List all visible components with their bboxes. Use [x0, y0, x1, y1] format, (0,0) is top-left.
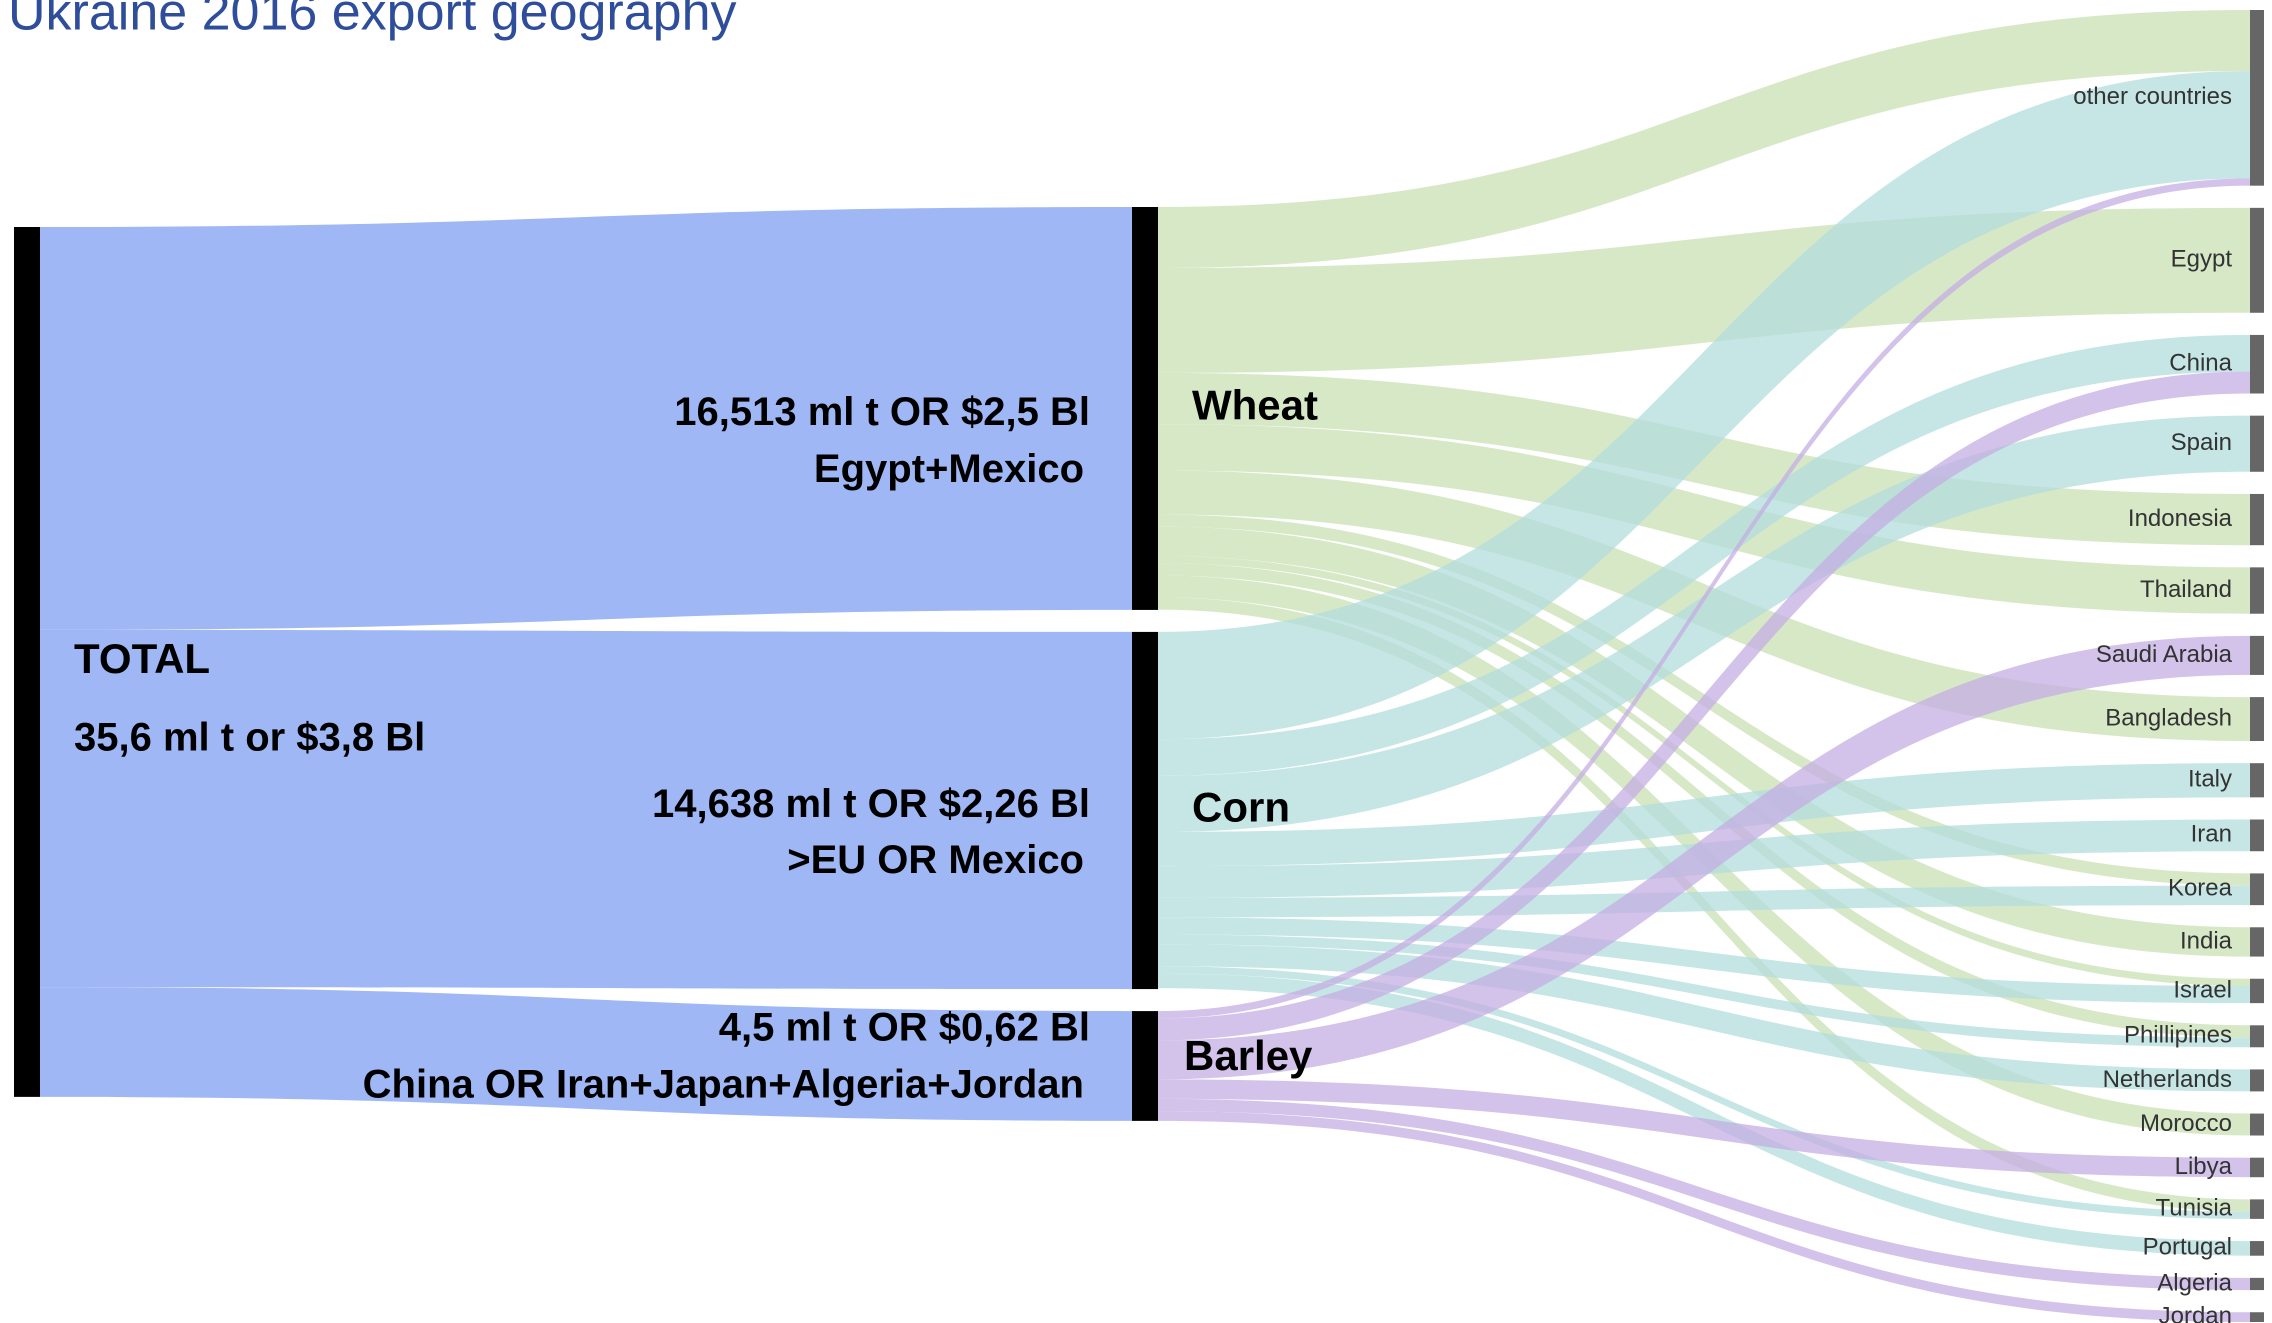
links	[40, 10, 2250, 1322]
node-note: 4,5 ml t OR $0,62 Bl	[719, 1006, 1090, 1050]
node	[1132, 207, 1158, 610]
node	[2250, 493, 2264, 546]
node	[2250, 1157, 2264, 1178]
node-label: Egypt	[2171, 246, 2233, 273]
flow	[1158, 966, 2250, 1219]
node	[2250, 1277, 2264, 1291]
node-label: other countries	[2073, 83, 2232, 110]
node-label: Algeria	[2157, 1269, 2232, 1296]
node-label: Libya	[2175, 1153, 2233, 1180]
node	[2250, 567, 2264, 614]
node-note: >EU OR Mexico	[787, 838, 1084, 882]
node-label: China	[2169, 350, 2232, 377]
flow	[1158, 334, 2250, 776]
node	[2250, 1199, 2264, 1219]
node-label: Saudi Arabia	[2096, 641, 2233, 668]
flow	[40, 987, 1132, 1121]
flow	[1158, 1079, 2250, 1178]
node-label: Bangladesh	[2105, 704, 2232, 731]
node	[2250, 1069, 2264, 1092]
node	[2250, 697, 2264, 742]
flow	[1158, 178, 2250, 1019]
flow	[1158, 1098, 2250, 1291]
flow	[1158, 207, 2250, 373]
node-label: Phillipines	[2124, 1022, 2232, 1049]
node-label: Corn	[1192, 784, 1290, 831]
flow	[1158, 635, 2250, 1080]
node-label: Italy	[2188, 766, 2232, 793]
node-label: Barley	[1184, 1032, 1313, 1079]
node-note: 35,6 ml t or $3,8 Bl	[74, 716, 425, 760]
node	[14, 227, 40, 1097]
node-note: Egypt+Mexico	[814, 447, 1084, 491]
node	[2250, 819, 2264, 852]
node-label: Tunisia	[2156, 1194, 2233, 1221]
node	[2250, 1241, 2264, 1256]
node	[2250, 635, 2264, 675]
node-label: Spain	[2171, 429, 2232, 456]
flow	[40, 207, 1132, 630]
node	[2250, 1025, 2264, 1048]
node-label: Iran	[2191, 821, 2232, 848]
flow	[1158, 526, 2250, 957]
node	[2250, 978, 2264, 1004]
flow	[1158, 885, 2250, 918]
node	[2250, 415, 2264, 472]
flow	[1158, 415, 2250, 832]
flow	[1158, 934, 2250, 1048]
flow	[1158, 763, 2250, 867]
node	[2250, 334, 2264, 394]
node-note: China OR Iran+Japan+Algeria+Jordan	[363, 1063, 1084, 1107]
node-label: TOTAL	[74, 635, 210, 682]
node-label: Jordan	[2159, 1302, 2232, 1323]
labels: TOTAL 35,6 ml t or $3,8 Bl Wheat 16,513 ml …	[74, 83, 2233, 1323]
node-label: Netherlands	[2103, 1066, 2232, 1093]
node	[2250, 763, 2264, 798]
flow	[1158, 917, 2250, 1004]
node	[2250, 10, 2264, 186]
node	[1132, 631, 1158, 990]
nodes	[14, 10, 2264, 1322]
node-label: India	[2180, 927, 2233, 954]
node	[2250, 873, 2264, 906]
node	[2250, 207, 2264, 313]
node	[2250, 1113, 2264, 1136]
flow	[1158, 944, 2250, 1092]
node	[2250, 927, 2264, 957]
chart-title: Ukraine 2016 export geography	[8, 0, 736, 42]
node-note: 14,638 ml t OR $2,26 Bl	[652, 782, 1090, 826]
flow	[1158, 1111, 2250, 1322]
flow	[40, 629, 1132, 990]
flow	[1158, 371, 2250, 1041]
node-label: Korea	[2168, 875, 2233, 902]
flow	[1158, 424, 2250, 614]
node-label: Portugal	[2143, 1234, 2232, 1261]
node	[2250, 1312, 2264, 1322]
node-label: Thailand	[2140, 576, 2232, 603]
node-label: Israel	[2173, 976, 2232, 1003]
node-label: Morocco	[2140, 1110, 2232, 1137]
flow	[1158, 973, 2250, 1256]
node-label: Indonesia	[2128, 505, 2233, 532]
node	[1132, 1011, 1158, 1121]
node-label: Wheat	[1192, 382, 1318, 429]
flow	[1158, 71, 2250, 740]
node-note: 16,513 ml t OR $2,5 Bl	[674, 390, 1090, 434]
flow	[1158, 555, 2250, 987]
flow	[1158, 10, 2250, 268]
